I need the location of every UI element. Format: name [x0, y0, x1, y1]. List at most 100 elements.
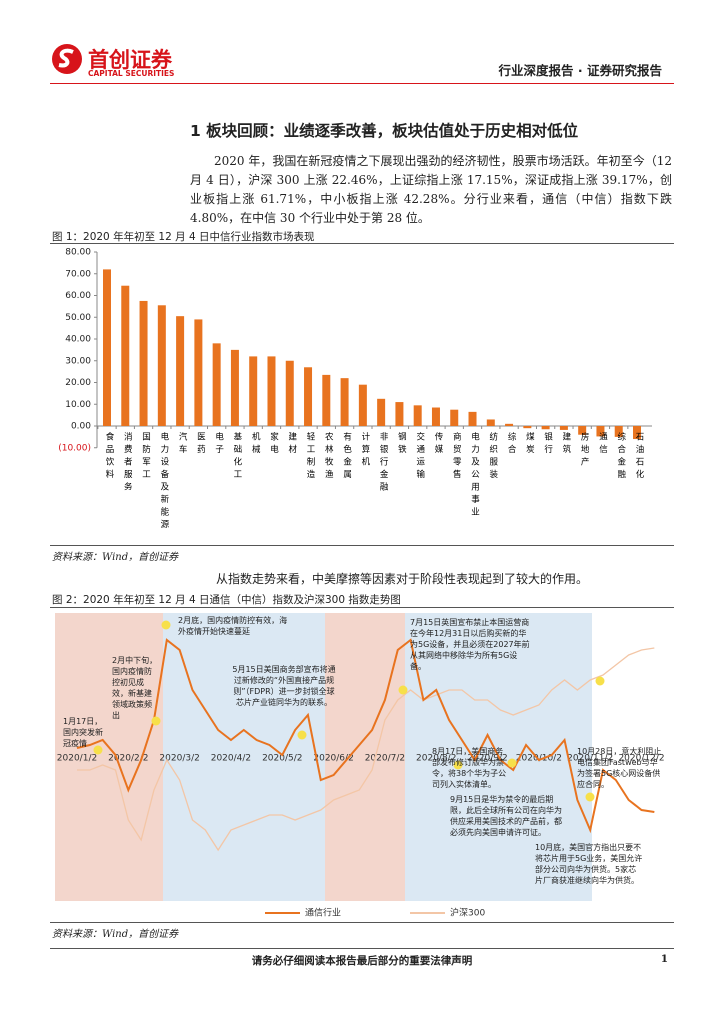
section-title: 1 板块回顾：业绩逐季改善，板块估值处于历史相对低位 [190, 122, 579, 140]
x-tick-label: 家电 [268, 431, 278, 457]
annotation: 2月底，国内疫情防控有效，海外疫情开始快速蔓延 [178, 616, 288, 636]
x-tick-label: 2020/3/2 [159, 754, 199, 764]
x-tick-label: 银行 [543, 431, 553, 457]
x-tick-label: 2020/6/2 [313, 754, 353, 764]
x-tick-label: 非银行金融 [378, 431, 388, 494]
x-tick-label: 基础化工 [232, 431, 242, 482]
bar [103, 269, 111, 426]
rule [50, 243, 674, 244]
y-tick-label: 60.00 [65, 291, 91, 301]
header-rule [50, 83, 674, 84]
x-tick-label: 2020/5/2 [262, 754, 302, 764]
x-tick-label: 交通运输 [415, 431, 425, 482]
bar [212, 343, 221, 426]
highlight-dot [585, 792, 595, 802]
x-tick-label: 机械 [250, 431, 260, 457]
bar [340, 378, 349, 426]
series-line [76, 638, 655, 834]
y-tick-label: 10.00 [65, 400, 91, 410]
x-tick-label: 电力及公用事业 [470, 431, 480, 519]
x-tick-label: 食品饮料 [104, 431, 114, 482]
bar [377, 398, 386, 426]
rule [50, 607, 674, 608]
y-tick-label: 30.00 [65, 356, 91, 366]
rule [50, 922, 674, 923]
line-chart: 2020/1/2 2020/2/2 2020/3/2 2020/4/2 2020/5/2… [55, 613, 665, 919]
series-line [77, 647, 655, 852]
annotation: 9月15日是华为禁令的最后期限，此后全球所有公司在向华为供应采用美国技术的产品前… [450, 795, 562, 837]
source: 资料来源：Wind，首创证券 [52, 552, 179, 563]
x-tick-label: 传媒 [433, 431, 443, 457]
x-tick-label: 2020/4/2 [211, 754, 251, 764]
highlight-dot [398, 685, 408, 695]
source: 资料来源：Wind，首创证券 [52, 929, 179, 940]
y-tick-label: 40.00 [65, 335, 91, 345]
bar [559, 426, 568, 430]
x-tick-label: 电力设备及新能源 [159, 431, 169, 532]
bar [176, 316, 185, 426]
x-tick-label: 2020/9/2 [467, 754, 507, 764]
x-tick-label: 2020/2/2 [108, 754, 148, 764]
period-shade [55, 613, 163, 901]
x-tick-label: 消费者服务 [122, 431, 132, 494]
bar [157, 305, 166, 426]
x-tick-label: 纺织服装 [488, 431, 498, 482]
highlight-dot [93, 745, 103, 755]
y-tick-label: 70.00 [65, 269, 91, 279]
x-tick-label: 建筑 [561, 431, 571, 457]
bar [395, 402, 404, 426]
bar [358, 384, 367, 426]
x-tick-label: 农林牧渔 [323, 431, 333, 482]
x-tick-label: 综合金融 [616, 431, 626, 482]
figure-caption: 图 1：2020 年年初至 12 月 4 日中信行业指数市场表现 [52, 231, 315, 243]
highlight-dot [297, 730, 307, 740]
annotation: 10月28日，意大利阻止电信集团Fastweb与华为签署5G核心网设备供应合同。 [577, 747, 662, 789]
bar [194, 319, 203, 426]
page-number: 1 [660, 953, 668, 965]
annotation: 5月15日美国商务部宣布将通过新修改的“外国直接产品规则”（FDPR）进一步封锁… [232, 665, 336, 707]
bar [121, 285, 130, 426]
bar [139, 300, 148, 426]
x-tick-label: 国防军工 [141, 432, 151, 482]
x-tick-label: 有色金属 [342, 431, 352, 482]
rule [50, 545, 674, 546]
period-shade [163, 613, 325, 901]
x-tick-label: 计算机 [360, 431, 370, 469]
x-tick-label: 2020/8/2 [416, 754, 456, 764]
x-tick-label: 通信 [597, 431, 607, 457]
annotation: 1月17日，国内突发新冠疫情 [63, 717, 103, 748]
x-tick-label: 煤炭 [524, 431, 534, 457]
annotation: 8月17日，美国商务部发布修订版华为禁令，将38个华为子公司列入实体清单。 [432, 747, 507, 789]
x-tick-label: 2020/12/2 [618, 754, 664, 764]
annotation: 10月底，美国官方指出只要不将芯片用于5G业务，美国允许部分公司向华为供货。5家… [535, 843, 643, 885]
bar-chart: (10.00) 0.00 10.00 20.00 30.00 40.00 50.00 60.0… [58, 248, 652, 532]
x-tick-label: 房地产 [579, 431, 589, 469]
highlight-dot [595, 676, 605, 686]
logo-en: CAPITAL SECURITIES [88, 69, 175, 78]
annotation: 2月中下旬，国内疫情防控初见成效，新基建领域政策频出 [112, 656, 158, 720]
y-tick-label: 0.00 [71, 422, 91, 432]
x-tick-label: 2020/11/2 [567, 754, 613, 764]
legend-label: 沪深300 [450, 907, 485, 919]
highlight-dot [161, 620, 171, 630]
bar [285, 360, 294, 426]
bar [596, 426, 605, 437]
logo-icon [52, 44, 82, 74]
highlight-dot [453, 760, 463, 770]
x-tick-label: 商贸零售 [451, 431, 461, 482]
bar [450, 409, 459, 426]
annotation: 7月15日英国宣布禁止本国运营商在今年12月31日以后购买新的华为5G设备，并且… [410, 618, 530, 671]
figure-caption: 图 2：2020 年年初至 12 月 4 日通信（中信）指数及沪深300 指数走… [52, 594, 401, 606]
x-tick-label: 医药 [195, 432, 205, 457]
report-type: 行业深度报告 · 证券研究报告 [498, 63, 662, 78]
bar [322, 374, 331, 426]
x-tick-label: 电子 [214, 431, 224, 457]
bar [267, 356, 276, 426]
period-shade [325, 613, 405, 901]
x-tick-label: 钢铁 [396, 431, 406, 457]
y-tick-label: 20.00 [65, 378, 91, 388]
bar [523, 426, 532, 429]
highlight-dot [151, 716, 161, 726]
bar [541, 426, 550, 430]
bar [486, 419, 495, 426]
